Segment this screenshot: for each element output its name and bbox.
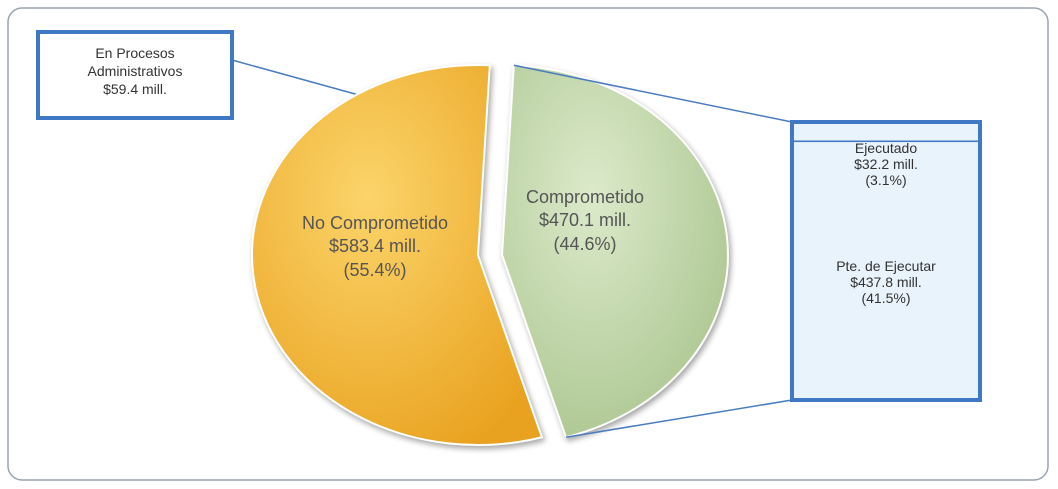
annotation-box — [36, 30, 234, 120]
bar-category-label: Pte. de Ejecutar — [836, 258, 936, 274]
bar-segment — [791, 121, 981, 143]
connector — [565, 399, 793, 438]
annotation-amount: $59.4 mill. — [103, 81, 167, 98]
pie-slice — [500, 64, 729, 439]
connector — [231, 59, 367, 98]
amount-label: $583.4 mill. — [328, 236, 422, 257]
category-label: Comprometido — [525, 187, 645, 207]
category-label: No Comprometido — [301, 213, 449, 233]
bar-label: Pte. de Ejecutar $437.8 mill. (41.5%) — [792, 258, 980, 306]
annotation: En Procesos Administrativos $59.4 mill. — [40, 44, 230, 99]
pie-slice — [251, 64, 544, 446]
connector — [513, 64, 793, 123]
value-label: (44.6%) — [553, 233, 617, 254]
slice-label: Comprometido $470.1 mill. (44.6%) — [495, 186, 675, 256]
annotation-text: En Procesos Administrativos — [87, 45, 183, 80]
bar-category-label: Ejecutado — [854, 140, 918, 156]
bar-amount-label: $32.2 mill. — [854, 156, 918, 173]
amount-label: $470.1 mill. — [538, 210, 632, 231]
bar-label: Ejecutado $32.2 mill. (3.1%) — [792, 140, 980, 188]
bar-value-label: (3.1%) — [865, 172, 907, 189]
value-label: (55.4%) — [343, 259, 407, 280]
bar-frame — [790, 120, 982, 402]
bar-amount-label: $437.8 mill. — [850, 274, 922, 291]
bar-value-label: (41.5%) — [861, 290, 911, 307]
slice-label: No Comprometido $583.4 mill. (55.4%) — [285, 212, 465, 282]
